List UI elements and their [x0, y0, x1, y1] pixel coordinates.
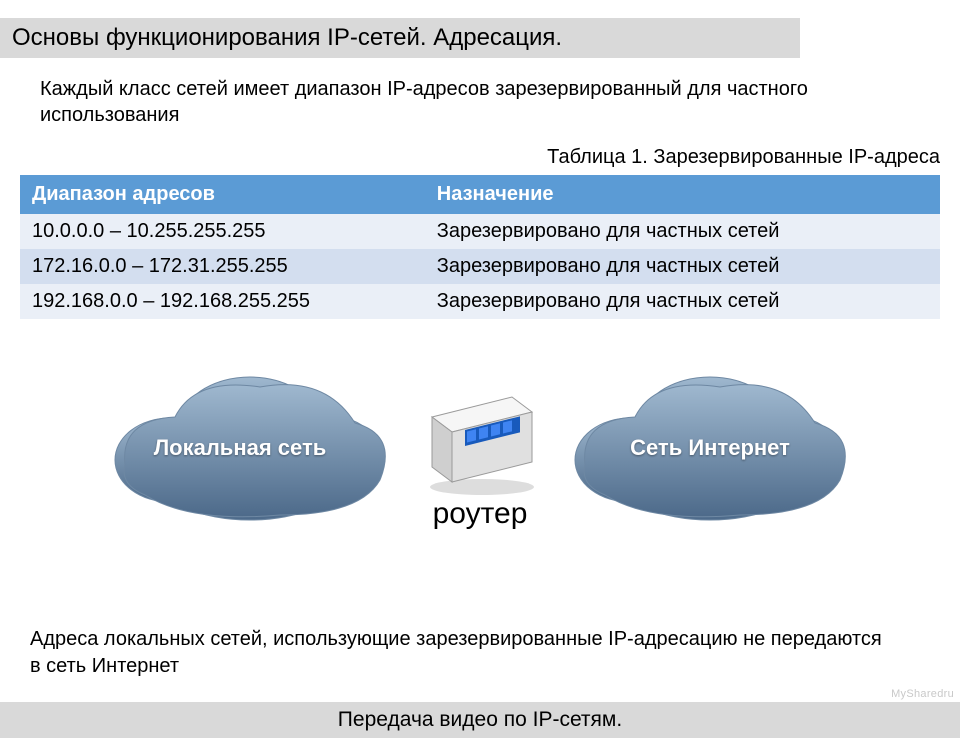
cloud-left-label: Локальная сеть — [110, 435, 370, 461]
cell-range: 10.0.0.0 – 10.255.255.255 — [20, 214, 425, 249]
table-row: 10.0.0.0 – 10.255.255.255 Зарезервирован… — [20, 214, 940, 249]
footer: Передача видео по IP-сетям. — [0, 702, 960, 738]
network-diagram: Локальная сеть Сеть Интернет — [0, 347, 960, 567]
watermark: MySharedru — [891, 688, 954, 700]
table-row: 192.168.0.0 – 192.168.255.255 Зарезервир… — [20, 284, 940, 319]
cloud-local-network: Локальная сеть — [100, 365, 400, 530]
cell-purpose: Зарезервировано для частных сетей — [425, 249, 940, 284]
reserved-ip-table: Диапазон адресов Назначение 10.0.0.0 – 1… — [20, 175, 940, 319]
cell-range: 172.16.0.0 – 172.31.255.255 — [20, 249, 425, 284]
th-purpose: Назначение — [425, 175, 940, 214]
cloud-internet: Сеть Интернет — [560, 365, 860, 530]
table-caption: Таблица 1. Зарезервированные IP-адреса — [0, 128, 960, 175]
cloud-right-label: Сеть Интернет — [580, 435, 840, 461]
th-range: Диапазон адресов — [20, 175, 425, 214]
table-row: 172.16.0.0 – 172.31.255.255 Зарезервиров… — [20, 249, 940, 284]
cell-purpose: Зарезервировано для частных сетей — [425, 214, 940, 249]
intro-text: Каждый класс сетей имеет диапазон IP-адр… — [0, 58, 960, 128]
page-title: Основы функционирования IP-сетей. Адреса… — [0, 18, 800, 58]
router-label: роутер — [400, 497, 560, 531]
bottom-note: Адреса локальных сетей, использующие зар… — [0, 626, 920, 680]
cell-purpose: Зарезервировано для частных сетей — [425, 284, 940, 319]
cell-range: 192.168.0.0 – 192.168.255.255 — [20, 284, 425, 319]
router-icon — [417, 377, 547, 502]
